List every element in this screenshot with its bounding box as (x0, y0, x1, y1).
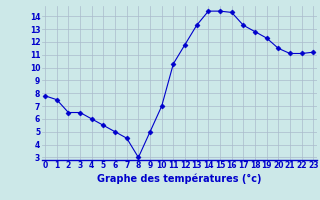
X-axis label: Graphe des températures (°c): Graphe des températures (°c) (97, 173, 261, 184)
